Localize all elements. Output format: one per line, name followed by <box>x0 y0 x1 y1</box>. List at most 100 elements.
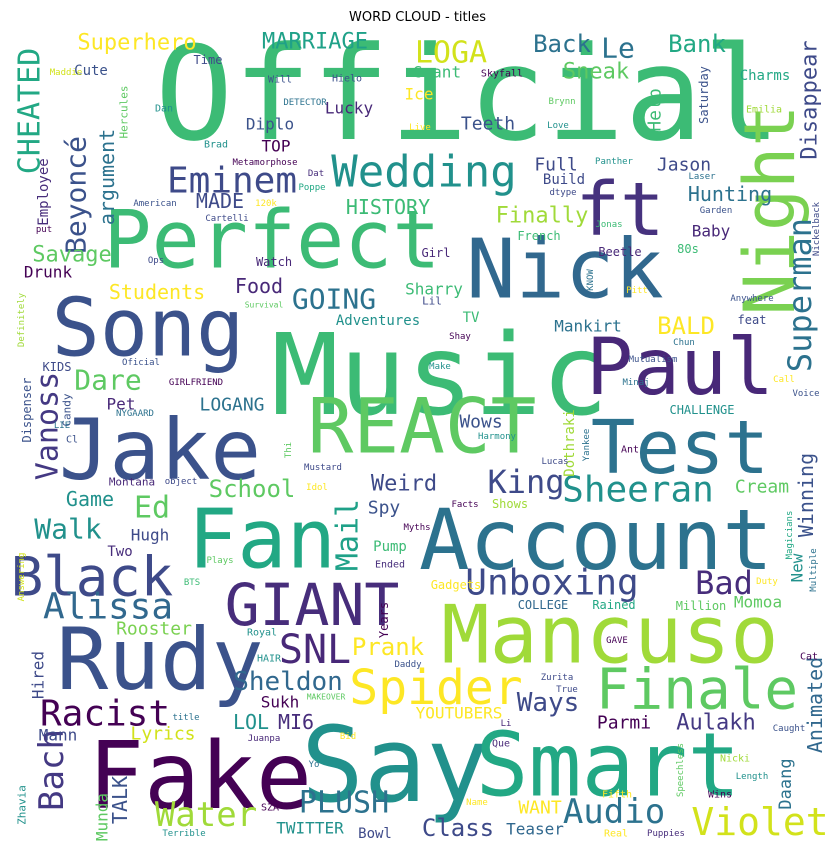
word-pet: Pet <box>107 395 136 414</box>
chart-title: WORD CLOUD - titles <box>348 10 487 25</box>
word-multiple: Multiple <box>809 548 819 591</box>
word-feat: feat <box>738 313 767 327</box>
word-mancuso: Mancuso <box>441 589 778 682</box>
word-cl: Cl <box>66 435 78 446</box>
word-minaj: Minaj <box>622 378 649 388</box>
word-rooster: Rooster <box>116 619 192 640</box>
word-dtype: dtype <box>549 188 576 198</box>
word-bank: Bank <box>668 30 726 58</box>
word-bid: Bid <box>340 732 356 742</box>
word-charms: Charms <box>740 68 791 84</box>
word-perfect: Perfect <box>103 194 440 287</box>
word-beetle: Beetle <box>598 245 641 259</box>
word-tv: TV <box>463 310 480 326</box>
word-mankirt: Mankirt <box>554 317 621 336</box>
word-finally: Finally <box>496 204 589 229</box>
word-back: Back <box>533 30 591 58</box>
word-superhero: Superhero <box>77 31 196 56</box>
word-baby: Baby <box>692 222 731 241</box>
word-jason: Jason <box>657 155 711 176</box>
word-violet: Violet <box>691 800 828 844</box>
word-que: Que <box>492 739 510 750</box>
word-poppe: Poppe <box>298 183 325 193</box>
word-definitely: Definitely <box>17 292 27 347</box>
word-montana: Montana <box>109 476 155 489</box>
word-brynn: Brynn <box>548 97 575 107</box>
word-daang: Daang <box>776 758 796 809</box>
word-lol: LOL <box>233 710 269 734</box>
word-finale: Finale <box>596 658 798 723</box>
word-royal: Royal <box>247 628 277 639</box>
word-bowl: Bowl <box>358 826 392 842</box>
word-juanpa: Juanpa <box>248 734 281 744</box>
word-lie: LIE <box>54 421 70 431</box>
word-fan: Fan <box>188 493 336 588</box>
word-makeover: MAKEOVER <box>307 693 346 702</box>
word-zurita: Zurita <box>541 673 574 683</box>
word-music: Music <box>271 311 608 441</box>
word-plays: Plays <box>206 556 233 566</box>
word-cartelli: Cartelli <box>205 214 248 224</box>
word-lil: Lil <box>422 295 442 308</box>
word-yankee: Yankee <box>582 429 592 462</box>
word-prank: Prank <box>352 633 425 661</box>
word-detector: DETECTOR <box>283 98 327 108</box>
word-kids: KIDS <box>43 360 72 374</box>
word-shay: Shay <box>449 332 471 342</box>
word-live: Live <box>409 123 431 133</box>
word-magicians: Magicians <box>785 511 795 560</box>
word-sheeran: Sheeran <box>562 470 714 511</box>
word-watch: Watch <box>256 255 292 269</box>
word-lucas: Lucas <box>541 457 568 467</box>
word-daddy: Daddy <box>394 660 422 670</box>
word-going: GOING <box>292 283 376 316</box>
word-mail: Mail <box>331 499 366 571</box>
word-eminem: Eminem <box>167 161 297 202</box>
word-sza: SZA <box>261 803 279 814</box>
word-nygaard: NYGAARD <box>116 409 154 419</box>
word-wins: Wins <box>708 790 732 801</box>
word-hired: Hired <box>29 651 48 699</box>
word-anywhere: Anywhere <box>730 294 773 304</box>
word-laser: Laser <box>688 172 716 182</box>
word-zhavia: Zhavia <box>16 785 29 825</box>
word-chun: Chun <box>673 338 695 348</box>
word-paul: Paul <box>586 323 774 413</box>
word-terrible: Terrible <box>162 829 205 839</box>
word-true: True <box>556 685 578 695</box>
word-rudy: Rudy <box>56 610 263 710</box>
word-sukh: Sukh <box>261 693 300 712</box>
word-mi6: MI6 <box>278 710 314 734</box>
word-panther: Panther <box>595 157 634 167</box>
word-maddie: Maddie <box>50 68 83 78</box>
word-walk: Walk <box>34 513 102 546</box>
word-ice: Ice <box>405 85 434 104</box>
word-dare: Dare <box>74 364 141 397</box>
word-nickelback: Nickelback <box>812 201 822 256</box>
word-million: Million <box>676 599 727 613</box>
word-challenge: CHALLENGE <box>669 403 734 417</box>
word-skyfall: Skyfall <box>481 69 523 80</box>
word-smart: Smart <box>476 714 741 817</box>
word-voice: Voice <box>792 389 819 399</box>
word-will: Will <box>268 75 292 86</box>
word-college: COLLEGE <box>518 598 569 612</box>
word-history: HISTORY <box>346 195 430 219</box>
word-lucky: Lucky <box>325 99 374 118</box>
word-marriage: MARRIAGE <box>262 30 368 55</box>
word-plush: PLUSH <box>299 786 389 821</box>
word-caught: Caught <box>773 724 806 734</box>
word-logang: LOGANG <box>199 395 264 416</box>
word-spider: Spider <box>349 660 522 716</box>
word-diplo: Diplo <box>246 115 294 134</box>
word-two: Two <box>107 544 132 560</box>
word-ways: Ways <box>517 688 580 718</box>
word-dothraki: Dothraki <box>562 409 578 476</box>
word-mutualism: Mutualism <box>629 355 678 365</box>
word-girl: Girl <box>422 246 451 260</box>
word-120k: 120k <box>255 199 277 209</box>
word-hugh: Hugh <box>131 526 170 545</box>
word-rained: Rained <box>592 598 635 612</box>
word-thi: Thi <box>284 442 294 458</box>
word-jonas: Jonas <box>595 220 622 230</box>
